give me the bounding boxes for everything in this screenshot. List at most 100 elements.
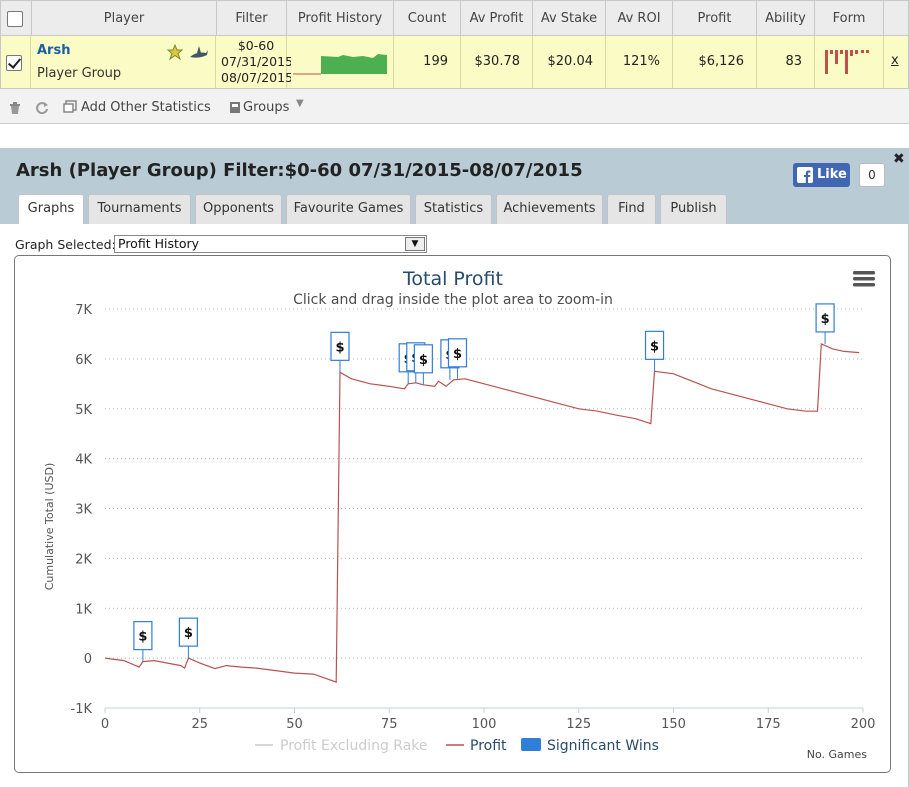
col-header-count[interactable]: Count (394, 1, 461, 37)
add-other-statistics-button[interactable]: Add Other Statistics (81, 100, 211, 115)
tab-graphs[interactable]: Graphs (18, 194, 84, 225)
dollar-flag-icon[interactable] (330, 331, 350, 361)
profit-sparkline[interactable] (293, 50, 388, 76)
y-tick-label: 1K (75, 602, 92, 617)
graph-select-dropdown[interactable]: Profit History ▼ (114, 235, 427, 253)
profit-chart-container[interactable]: Total Profit Click and drag inside the pl… (14, 255, 891, 773)
header-select-cell (1, 1, 32, 37)
chevron-down-icon: ▼ (296, 98, 304, 109)
table-header: Player Filter Profit History Count Av Pr… (0, 0, 909, 37)
groups-dropdown[interactable]: Groups (243, 100, 290, 115)
tab-opponents[interactable]: Opponents (195, 194, 282, 224)
col-header-ability[interactable]: Ability (757, 1, 815, 37)
x-tick-label: 150 (661, 717, 686, 732)
panel-title: Arsh (Player Group) Filter:$0-60 07/31/2… (16, 160, 583, 181)
total-profit-chart[interactable]: Total Profit Click and drag inside the pl… (15, 256, 890, 772)
av-profit-cell: $30.78 (461, 36, 533, 88)
graphs-tab-content: Graph Selected: Profit History ▼ Total P… (0, 224, 909, 787)
chart-title: Total Profit (402, 268, 503, 290)
x-tick-label: 125 (566, 717, 591, 732)
remove-cell: x (884, 36, 908, 88)
tab-publish[interactable]: Publish (660, 194, 727, 224)
col-header-filter[interactable]: Filter (217, 1, 287, 37)
x-tick-label: 75 (381, 717, 398, 732)
legend-significant-wins: Significant Wins (547, 738, 659, 754)
player-detail-panel: Arsh (Player Group) Filter:$0-60 07/31/2… (0, 148, 909, 787)
tab-favourite-games[interactable]: Favourite Games (286, 194, 411, 224)
y-tick-label: 6K (75, 353, 92, 368)
tab-achievements[interactable]: Achievements (496, 194, 603, 224)
dollar-flag-icon[interactable] (413, 344, 433, 374)
y-tick-label: -1K (71, 702, 93, 717)
remove-row-link[interactable]: x (891, 53, 899, 68)
table-toolbar: Add Other Statistics Groups ▼ (0, 90, 909, 124)
profit-history-cell (287, 36, 394, 88)
x-tick-label: 50 (286, 717, 303, 732)
close-panel-icon[interactable]: ✖ (893, 151, 905, 167)
award-icon (166, 44, 184, 61)
x-tick-label: 100 (472, 717, 497, 732)
like-label: Like (817, 167, 847, 182)
facebook-icon (797, 167, 813, 183)
tab-statistics[interactable]: Statistics (415, 194, 492, 224)
col-header-player[interactable]: Player (32, 1, 217, 37)
col-header-av-profit[interactable]: Av Profit (461, 1, 533, 37)
col-header-av-roi[interactable]: Av ROI (606, 1, 673, 37)
significant-win-label: $ (419, 353, 428, 368)
player-cell: Arsh Player Group (31, 36, 216, 88)
count-cell: 199 (394, 36, 461, 88)
y-tick-label: 3K (75, 503, 92, 518)
row-checkbox[interactable] (6, 55, 22, 71)
trash-icon[interactable] (8, 101, 22, 115)
significant-win-label: $ (138, 630, 147, 645)
graph-select-value: Profit History (118, 236, 200, 251)
menu-icon[interactable] (853, 271, 875, 287)
y-tick-label: 0 (84, 652, 92, 667)
facebook-like-button[interactable]: Like (793, 163, 850, 187)
dollar-flag-icon[interactable] (447, 338, 468, 368)
table-row: Arsh Player Group $0-60 07/31/2015 08/07… (0, 36, 909, 89)
filter-line-end: 08/07/2015 (221, 70, 291, 85)
av-roi-cell: 121% (606, 36, 673, 88)
form-cell (815, 36, 884, 88)
refresh-icon[interactable] (35, 101, 49, 115)
groups-icon (230, 102, 240, 113)
profit-series-line[interactable] (104, 343, 860, 683)
legend-profit-excluding-rake: Profit Excluding Rake (280, 738, 428, 754)
significant-win-label: $ (184, 626, 193, 641)
player-stats-table: Player Filter Profit History Count Av Pr… (0, 0, 909, 124)
form-chart[interactable] (824, 48, 874, 76)
chart-subtitle: Click and drag inside the plot area to z… (293, 292, 613, 308)
select-all-checkbox[interactable] (7, 11, 23, 27)
y-axis-title: Cumulative Total (USD) (43, 463, 56, 591)
profit-cell: $6,126 (673, 36, 757, 88)
legend-profit: Profit (470, 738, 507, 754)
significant-win-label: $ (821, 312, 830, 327)
dollar-flag-icon[interactable] (133, 621, 153, 651)
row-select-cell (1, 36, 31, 88)
col-header-profit[interactable]: Profit (673, 1, 757, 37)
shark-icon (190, 46, 208, 58)
y-tick-label: 5K (75, 403, 92, 418)
col-header-av-stake[interactable]: Av Stake (533, 1, 606, 37)
like-count: 0 (859, 163, 885, 187)
x-tick-label: 0 (101, 717, 109, 732)
y-tick-label: 7K (75, 303, 92, 318)
graph-selected-label: Graph Selected: (15, 237, 116, 252)
player-group-label: Player Group (37, 66, 122, 81)
x-tick-label: 175 (756, 717, 781, 732)
col-header-form[interactable]: Form (815, 1, 884, 37)
significant-win-label: $ (650, 339, 659, 354)
add-window-icon[interactable] (63, 100, 77, 114)
significant-win-label: $ (335, 340, 344, 355)
dollar-flag-icon[interactable] (644, 330, 665, 360)
dollar-flag-icon[interactable] (178, 617, 198, 647)
player-name-link[interactable]: Arsh (37, 43, 71, 58)
dollar-flag-icon[interactable] (815, 303, 835, 333)
legend-significant-wins-swatch (521, 738, 541, 751)
tab-find[interactable]: Find (607, 194, 656, 224)
tab-tournaments[interactable]: Tournaments (88, 194, 191, 224)
y-tick-label: 2K (75, 552, 92, 567)
col-header-profit-history[interactable]: Profit History (287, 1, 394, 37)
filter-line-range: $0-60 (237, 38, 275, 53)
